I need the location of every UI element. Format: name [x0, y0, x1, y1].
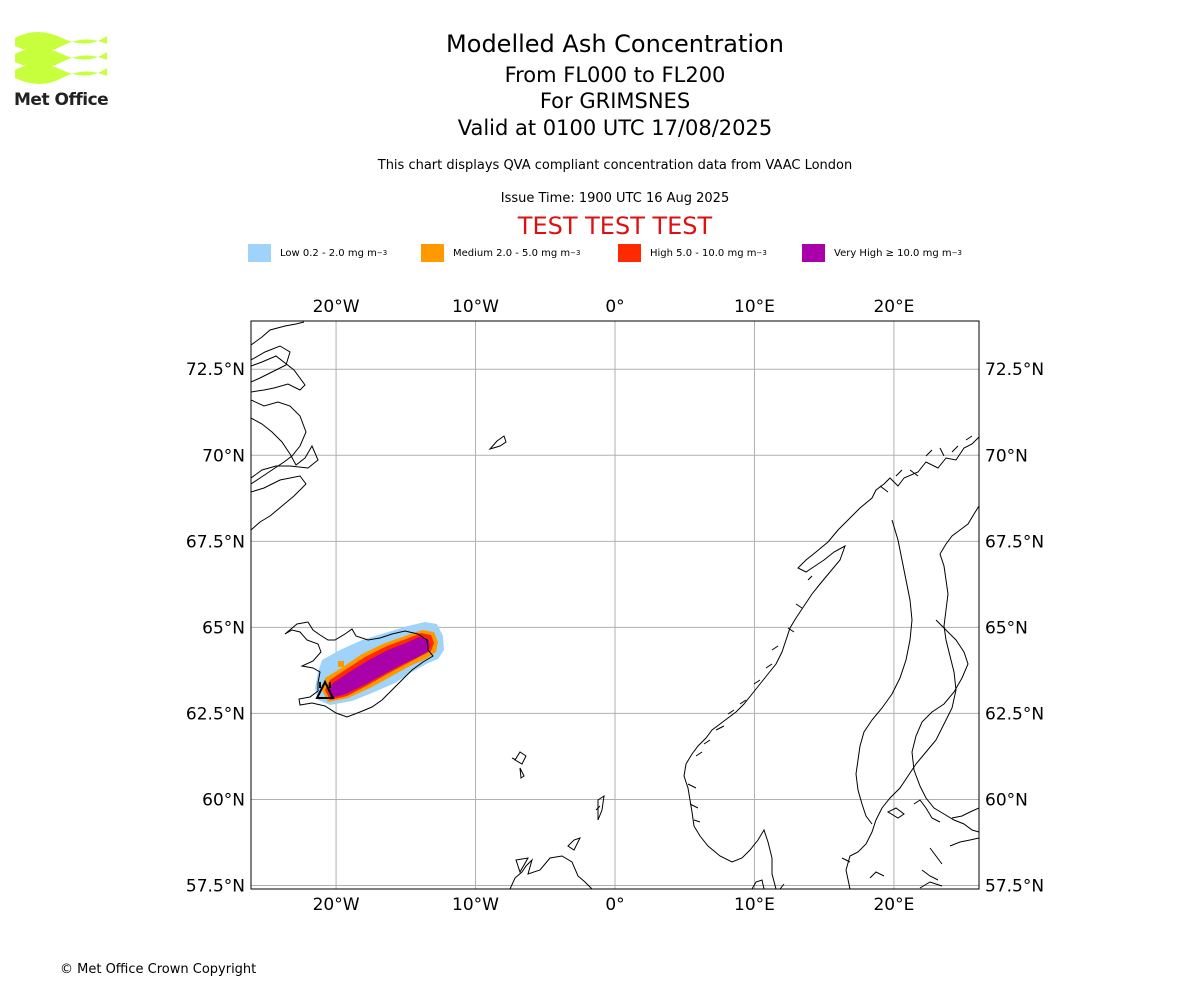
lat-tick-right-5: 60°N: [985, 790, 1028, 810]
copyright-notice: © Met Office Crown Copyright: [60, 962, 257, 977]
coastline-norway-inland: [845, 505, 979, 889]
coastline-iceland: [284, 621, 434, 718]
legend-swatch-low: [248, 244, 271, 262]
legend-swatch-very-high: [802, 244, 825, 262]
legend-label-medium: Medium 2.0 - 5.0 mg m: [453, 247, 571, 259]
coastline-gulf-bothnia: [911, 619, 979, 833]
lon-tick-bottom-2: 0°: [605, 895, 624, 915]
lon-tick-top-3: 10°E: [734, 297, 775, 317]
lat-tick-left-3: 65°N: [202, 618, 245, 638]
legend-exponent-high: −3: [756, 249, 767, 257]
coastline-shetland: [595, 794, 605, 821]
legend-exponent-very-high: −3: [951, 249, 962, 257]
lon-tick-top-1: 10°W: [452, 297, 499, 317]
legend-label-high: High 5.0 - 10.0 mg m: [650, 247, 757, 259]
valid-time: Valid at 0100 UTC 17/08/2025: [457, 116, 773, 140]
volcano-name: For GRIMSNES: [539, 89, 691, 113]
lat-tick-right-2: 67.5°N: [985, 532, 1044, 552]
legend-item-high: High 5.0 - 10.0 mg m −3: [618, 244, 767, 262]
lon-tick-bottom-3: 10°E: [734, 895, 775, 915]
lon-tick-top-2: 0°: [605, 297, 624, 317]
chart-title: Modelled Ash Concentration: [446, 30, 784, 58]
lat-tick-right-3: 65°N: [985, 618, 1028, 638]
legend-item-very-high: Very High ≥ 10.0 mg m −3: [802, 244, 962, 262]
lat-tick-left-0: 72.5°N: [186, 360, 245, 380]
met-office-waves-icon: [15, 32, 107, 84]
ash-plume: [315, 622, 444, 705]
coastlines: [251, 321, 979, 889]
legend-swatch-medium: [421, 244, 444, 262]
coastline-sweden-finland: [855, 519, 913, 825]
lat-tick-right-6: 57.5°N: [985, 877, 1044, 897]
lat-tick-right-0: 72.5°N: [985, 360, 1044, 380]
legend-item-low: Low 0.2 - 2.0 mg m −3: [248, 244, 387, 262]
ash-very-high-area: [328, 637, 430, 698]
legend-label-very-high: Very High ≥ 10.0 mg m: [834, 247, 952, 259]
map-frame: [250, 320, 980, 890]
coastline-jan-mayen: [488, 435, 507, 450]
coastline-scotland: [509, 837, 593, 889]
lat-tick-left-1: 70°N: [202, 446, 245, 466]
lat-tick-left-4: 62.5°N: [186, 704, 245, 724]
volcano-marker: [315, 679, 335, 699]
lat-tick-right-1: 70°N: [985, 446, 1028, 466]
coastline-faroes: [511, 751, 527, 779]
lon-tick-top-4: 20°E: [873, 297, 914, 317]
lon-tick-top-0: 20°W: [313, 297, 360, 317]
met-office-logo: Met Office: [12, 28, 112, 118]
legend-item-medium: Medium 2.0 - 5.0 mg m −3: [421, 244, 580, 262]
legend-exponent-medium: −3: [570, 249, 581, 257]
met-office-wordmark: Met Office: [14, 90, 109, 110]
lat-tick-right-4: 62.5°N: [985, 704, 1044, 724]
issue-time: Issue Time: 1900 UTC 16 Aug 2025: [500, 191, 730, 206]
legend-label-low: Low 0.2 - 2.0 mg m: [280, 247, 377, 259]
gridlines: [251, 321, 979, 889]
map-content: [251, 321, 979, 889]
coastline-norway: [683, 436, 979, 889]
coastline-denmark: [751, 879, 785, 889]
lon-tick-bottom-4: 20°E: [873, 895, 914, 915]
coastline-norway-islands: [687, 435, 973, 823]
lat-tick-left-6: 57.5°N: [186, 877, 245, 897]
coastline-baltic: [841, 799, 943, 889]
lon-tick-bottom-0: 20°W: [313, 895, 360, 915]
axis-tick-labels: 20°W 20°W 10°W 10°W 0° 0° 10°E 10°E 20°E 20°E 72.5…: [186, 297, 1044, 915]
lat-tick-left-2: 67.5°N: [186, 532, 245, 552]
legend-swatch-high: [618, 244, 641, 262]
lon-tick-bottom-1: 10°W: [452, 895, 499, 915]
chart-description: This chart displays QVA compliant concen…: [377, 158, 853, 173]
flight-level-range: From FL000 to FL200: [504, 63, 726, 87]
coastline-finland-east: [921, 807, 979, 881]
ash-medium-speck: [338, 661, 344, 667]
test-banner: TEST TEST TEST: [517, 212, 713, 240]
lat-tick-left-5: 60°N: [202, 790, 245, 810]
legend-exponent-low: −3: [376, 249, 388, 257]
coastline-greenland: [251, 321, 319, 531]
